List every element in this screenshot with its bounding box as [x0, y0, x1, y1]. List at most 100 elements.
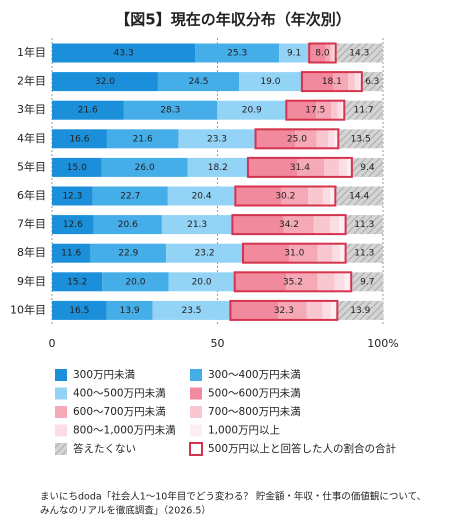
bar-segment — [331, 300, 338, 320]
total-label: 35.2 — [283, 277, 303, 287]
bar-segment — [361, 72, 383, 92]
bar-segment — [161, 215, 233, 235]
bar-segment — [279, 43, 310, 63]
value-label: 14.4 — [349, 192, 369, 202]
bar-segment — [337, 300, 384, 320]
value-label: 11.3 — [354, 220, 374, 230]
legend-label: 300〜400万円未満 — [208, 369, 301, 381]
legend-swatch — [189, 442, 203, 456]
bar-segment — [52, 43, 196, 63]
bar-segment — [337, 100, 342, 120]
bar-segment — [345, 215, 383, 235]
bar-segment — [123, 100, 218, 120]
bar-segment — [93, 215, 162, 235]
total-box — [229, 299, 339, 321]
bar-segment — [317, 272, 335, 292]
legend-swatch — [55, 424, 67, 437]
total-label: 31.0 — [284, 249, 304, 259]
total-label: 32.3 — [274, 306, 294, 316]
value-label: 9.4 — [360, 163, 375, 173]
value-label: 20.9 — [242, 106, 262, 116]
legend-swatch — [55, 387, 67, 400]
legend-label: 700〜800万円未満 — [208, 406, 301, 418]
legend-swatch — [55, 369, 67, 381]
bar-segment — [344, 100, 383, 120]
bar-segment — [242, 243, 290, 263]
value-label: 11.3 — [354, 249, 374, 259]
bar-segment — [324, 157, 339, 177]
bar-segment — [278, 300, 307, 320]
bar-segment — [332, 243, 340, 263]
value-label: 15.0 — [67, 163, 87, 173]
bar-segment — [295, 129, 317, 149]
total-label: 31.4 — [290, 163, 310, 173]
value-label: 25.3 — [227, 49, 247, 59]
bar-segment — [52, 272, 103, 292]
bar-segment — [52, 100, 124, 120]
y-tick-label: 10年目 — [10, 302, 46, 316]
legend-label: 500〜600万円未満 — [208, 388, 301, 400]
value-label: 20.0 — [192, 277, 212, 287]
value-label: 21.6 — [133, 134, 153, 144]
bar-segment — [328, 129, 335, 149]
value-label: 6.3 — [365, 77, 379, 87]
value-label: 24.5 — [188, 77, 208, 87]
legend-label: 800〜1,000万円未満 — [73, 425, 176, 437]
bar-segment — [52, 186, 93, 206]
total-label: 8.0 — [315, 49, 330, 59]
bar-segment — [217, 100, 287, 120]
value-label: 22.7 — [120, 192, 140, 202]
bar-segment — [344, 272, 352, 292]
bar-segment — [239, 72, 302, 92]
bar-segment — [346, 157, 352, 177]
bar-segment — [90, 243, 167, 263]
value-label: 16.6 — [69, 134, 89, 144]
value-label: 23.2 — [195, 249, 215, 259]
legend-swatch — [190, 406, 202, 418]
bar-segment — [166, 243, 243, 263]
value-label: 12.3 — [62, 192, 82, 202]
bar-segment — [338, 129, 383, 149]
y-tick-label: 8年目 — [17, 245, 46, 259]
total-label: 30.2 — [275, 192, 295, 202]
y-tick-label: 4年目 — [17, 131, 46, 145]
value-label: 9.1 — [287, 49, 301, 59]
bar-segment — [333, 43, 335, 63]
value-label: 21.6 — [78, 106, 98, 116]
bar-segment — [323, 186, 331, 206]
value-label: 9.7 — [360, 277, 374, 287]
source-note: まいにちdoda「社会人1〜10年目でどう変わる？ 貯金額・年収・仕事の価値観に… — [40, 491, 426, 503]
bar-segment — [313, 215, 331, 235]
value-label: 20.4 — [192, 192, 212, 202]
value-label: 43.3 — [114, 49, 134, 59]
bar-segment — [168, 272, 235, 292]
bar-segment — [178, 129, 256, 149]
bar-segment — [157, 72, 240, 92]
bar-segment — [358, 72, 362, 92]
value-label: 32.0 — [95, 77, 115, 87]
total-box — [285, 99, 346, 121]
legend-label: 1,000万円以上 — [208, 425, 280, 437]
legend-swatch — [55, 443, 67, 455]
legend-label: 400〜500万円未満 — [73, 388, 166, 400]
total-box — [308, 42, 337, 64]
bar-segment — [345, 243, 383, 263]
bar-segment — [102, 272, 169, 292]
value-label: 13.5 — [351, 134, 371, 144]
value-label: 23.5 — [181, 306, 201, 316]
value-label: 20.6 — [118, 220, 138, 230]
bar-segment — [106, 129, 179, 149]
bar-segment — [235, 186, 282, 206]
y-tick-label: 5年目 — [17, 159, 46, 173]
y-tick-label: 2年目 — [17, 74, 46, 88]
value-label: 20.0 — [125, 277, 145, 287]
bar-segment — [101, 157, 188, 177]
value-label: 13.9 — [120, 306, 140, 316]
y-tick-label: 7年目 — [17, 217, 46, 231]
bar-segment — [52, 129, 107, 149]
bar-segment — [330, 215, 339, 235]
value-label: 26.0 — [135, 163, 155, 173]
value-label: 12.6 — [63, 220, 83, 230]
x-tick-label: 100% — [367, 337, 398, 350]
total-box — [241, 242, 347, 264]
